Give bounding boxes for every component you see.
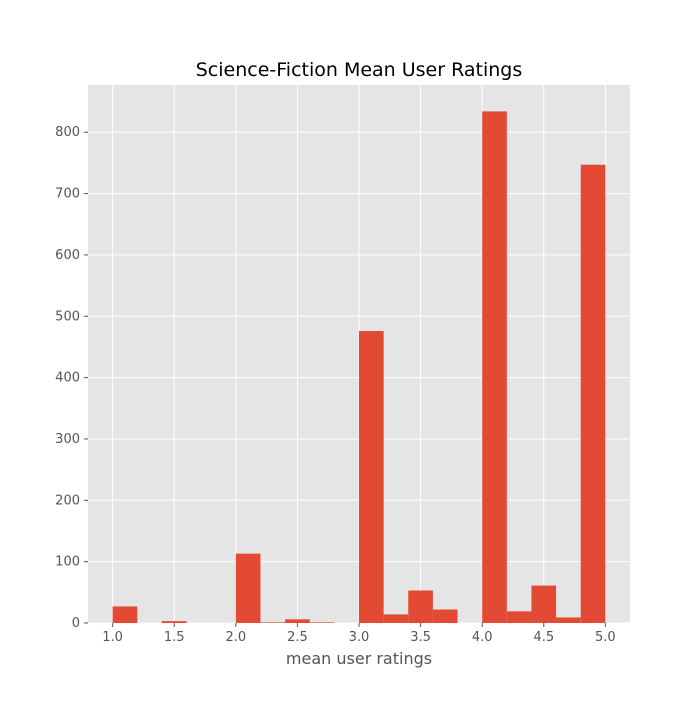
histogram-bar [161, 621, 187, 623]
histogram-bar [235, 553, 261, 623]
y-axis-ticks: 0 100 200 300 400 500 600 700 800 [55, 125, 88, 631]
y-tick-label: 200 [55, 493, 80, 508]
y-tick-label: 600 [55, 248, 80, 263]
histogram-bar [309, 622, 335, 623]
x-tick-label: 5.0 [595, 630, 616, 645]
histogram-bar [383, 614, 409, 623]
x-tick-label: 1.0 [102, 630, 123, 645]
histogram-bar [112, 606, 138, 623]
histogram-bar [506, 611, 532, 623]
y-tick-label: 400 [55, 371, 80, 386]
chart-title: Science-Fiction Mean User Ratings [196, 59, 523, 81]
x-axis-ticks: 1.0 1.5 2.0 2.5 3.0 3.5 4.0 4.5 5.0 [102, 623, 616, 645]
y-tick-label: 800 [55, 125, 80, 140]
bars [112, 111, 606, 623]
y-tick-label: 300 [55, 432, 80, 447]
y-tick-label: 100 [55, 555, 80, 570]
histogram-bar [531, 585, 557, 623]
histogram-bar [580, 164, 606, 623]
x-tick-label: 3.5 [410, 630, 431, 645]
x-tick-label: 4.0 [472, 630, 493, 645]
x-axis-label: mean user ratings [286, 649, 432, 668]
y-tick-label: 0 [72, 616, 80, 631]
x-tick-label: 2.5 [287, 630, 308, 645]
x-tick-label: 1.5 [164, 630, 185, 645]
histogram-bar [432, 609, 458, 623]
histogram-bar [408, 590, 433, 623]
histogram-bar [285, 619, 310, 623]
histogram-bar [260, 622, 286, 623]
y-tick-label: 500 [55, 309, 80, 324]
histogram-bar [482, 111, 507, 623]
x-tick-label: 2.0 [225, 630, 246, 645]
histogram-bar [359, 330, 384, 623]
histogram-bar [556, 617, 581, 623]
x-tick-label: 3.0 [349, 630, 370, 645]
y-tick-label: 700 [55, 187, 80, 202]
x-tick-label: 4.5 [533, 630, 554, 645]
